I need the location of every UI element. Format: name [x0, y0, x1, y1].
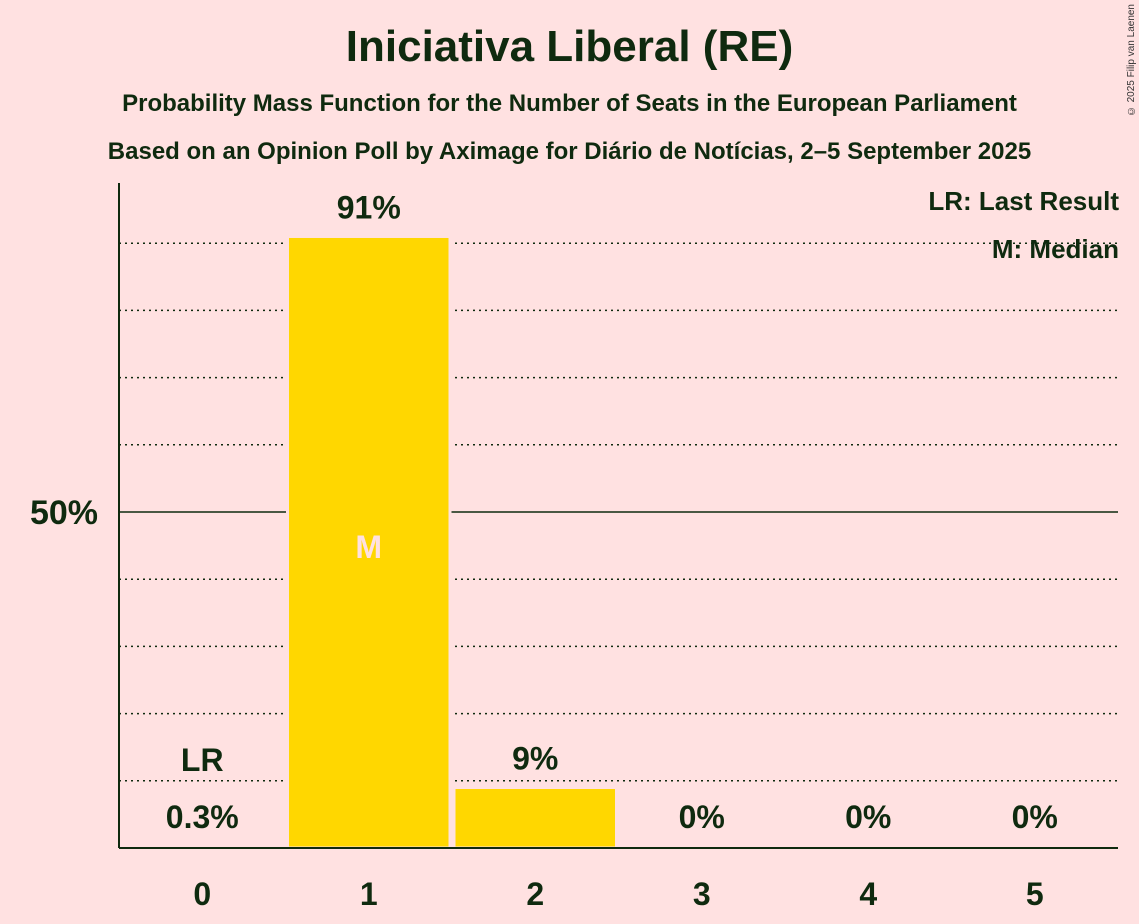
bar-seat-1 [286, 234, 452, 850]
chart-title: Iniciativa Liberal (RE) [345, 22, 794, 71]
x-tick-label: 5 [1026, 876, 1044, 912]
last-result-marker: LR [181, 742, 224, 778]
chart-source: Based on an Opinion Poll by Aximage for … [107, 138, 1032, 165]
y-tick-label: 50% [30, 494, 98, 532]
x-tick-label: 1 [360, 876, 378, 912]
x-tick-label: 0 [193, 876, 211, 912]
chart-subtitle: Probability Mass Function for the Number… [122, 90, 1017, 117]
legend-median: M: Median [991, 234, 1119, 264]
bar-value-label: 0% [1012, 799, 1058, 835]
median-marker: M [355, 529, 382, 565]
legend-last-result: LR: Last Result [928, 186, 1119, 216]
bar-value-label: 9% [512, 741, 558, 777]
bar-value-label: 0% [679, 799, 725, 835]
x-tick-label: 2 [526, 876, 544, 912]
bar-value-label: 91% [337, 189, 401, 225]
bar-seat-2 [452, 786, 618, 850]
bar-value-label: 0% [845, 799, 891, 835]
x-tick-label: 4 [859, 876, 877, 912]
bar-value-label: 0.3% [166, 799, 239, 835]
x-tick-label: 3 [693, 876, 711, 912]
